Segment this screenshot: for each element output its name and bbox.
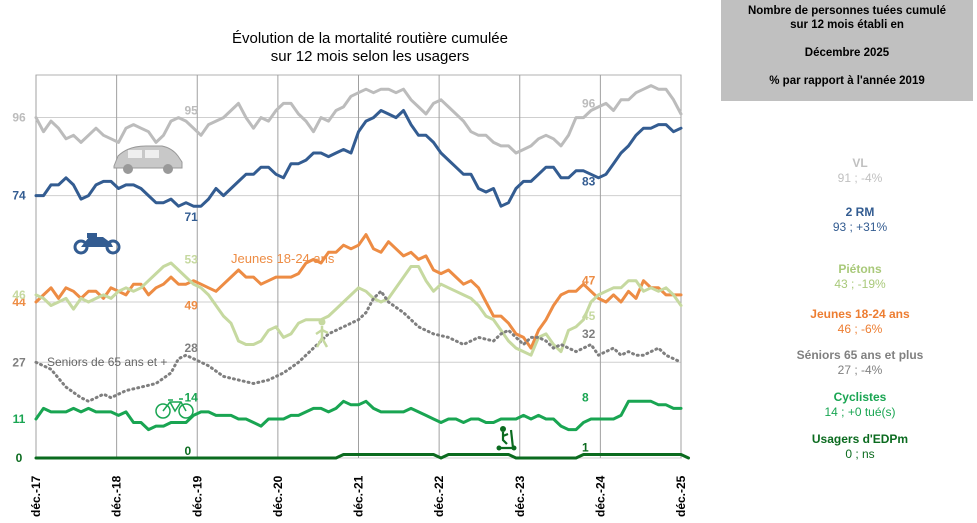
series-line-2-rm [34, 109, 683, 208]
x-tick-label: déc.-24 [593, 475, 607, 517]
series-line-s-niors-65-ans-et-plus [34, 289, 683, 403]
series-value-label: 32 [582, 327, 596, 341]
legend-jeunes: Jeunes 18-24 ans 46 ; -6% [760, 307, 960, 337]
series-line-vl [34, 84, 683, 155]
info-box-line-2: sur 12 mois établi en [790, 19, 904, 31]
legend-pietons-name: Piétons [838, 262, 882, 276]
series-line-usagers-d-edpm [34, 453, 690, 460]
x-tick-label: déc.-23 [513, 475, 527, 517]
series-value-label: 28 [185, 341, 199, 355]
legend-vl: VL 91 ; -4% [760, 156, 960, 186]
legend-pietons-value: 43 ; -19% [834, 277, 886, 291]
series-value-label: 0 [16, 451, 23, 465]
x-tick-label: déc.-17 [29, 475, 43, 517]
series-value-label: 14 [185, 391, 199, 405]
series-line-cyclistes [34, 399, 683, 432]
series-value-label: 44 [12, 295, 26, 309]
series-value-label: 11 [13, 412, 26, 426]
legend-pietons: Piétons 43 ; -19% [760, 262, 960, 292]
legend-cyclistes-name: Cyclistes [833, 390, 887, 404]
legend-2rm-value: 93 ; +31% [832, 220, 888, 234]
series-value-label: 96 [12, 111, 26, 125]
info-box-date: Décembre 2025 [804, 47, 890, 59]
legend-seniors-name: Séniors 65 ans et plus [796, 348, 924, 362]
legend-2rm: 2 RM 93 ; +31% [760, 205, 960, 235]
legend-seniors: Séniors 65 ans et plus 27 ; -4% [760, 348, 960, 378]
series-value-label: 8 [582, 391, 589, 405]
series-value-label: 96 [582, 96, 596, 110]
legend-edpm: Usagers d'EDPm 0 ; ns [760, 432, 960, 462]
series-value-label: 1 [582, 440, 589, 454]
scooter-icon [496, 426, 517, 451]
series-value-label: 0 [185, 444, 192, 458]
info-box-line-1: Nombre de personnes tuées cumulé [747, 5, 947, 17]
series-value-label: 71 [185, 210, 199, 224]
chart-title: Évolution de la mortalité routière cumul… [160, 30, 580, 66]
info-box-reference: % par rapport à l'année 2019 [769, 75, 925, 87]
info-box: Nombre de personnes tuées cumulé sur 12 … [721, 0, 973, 101]
annotation-seniors: Seniors de 65 ans et + [47, 355, 167, 369]
annotation-jeunes: Jeunes 18-24 ans [231, 251, 335, 266]
chart-title-line-1: Évolution de la mortalité routière cumul… [232, 30, 508, 47]
bicycle-icon [155, 398, 194, 419]
car-icon [113, 145, 183, 174]
legend-2rm-name: 2 RM [845, 205, 875, 219]
pedestrian-icon [315, 318, 329, 348]
series-value-label: 45 [582, 309, 596, 323]
series-value-label: 53 [185, 252, 199, 266]
x-tick-label: déc.-21 [352, 475, 366, 517]
series-value-label: 27 [12, 355, 26, 369]
series-value-label: 74 [12, 189, 26, 203]
series-value-label: 83 [582, 174, 596, 188]
legend-jeunes-value: 46 ; -6% [837, 322, 883, 336]
x-tick-label: déc.-25 [674, 475, 688, 517]
x-tick-label: déc.-19 [190, 475, 204, 517]
motorbike-icon [73, 233, 121, 255]
legend-cyclistes: Cyclistes 14 ; +0 tué(s) [760, 390, 960, 420]
series-value-label: 47 [582, 274, 596, 288]
series-line-jeunes-18-24-ans [34, 233, 683, 350]
x-tick-label: déc.-22 [432, 475, 446, 517]
series-line-pi-tons [34, 261, 683, 357]
legend-vl-value: 91 ; -4% [837, 171, 883, 185]
chart-title-line-2: sur 12 mois selon les usagers [270, 48, 470, 65]
legend-vl-name: VL [852, 156, 868, 170]
series-value-label: 95 [185, 103, 199, 117]
legend-edpm-value: 0 ; ns [845, 447, 875, 461]
legend-seniors-value: 27 ; -4% [837, 363, 883, 377]
series-value-label: 49 [185, 299, 199, 313]
series-value-label: 46 [12, 288, 26, 302]
legend-jeunes-name: Jeunes 18-24 ans [810, 307, 910, 321]
x-tick-label: déc.-18 [110, 475, 124, 517]
x-tick-label: déc.-20 [271, 475, 285, 517]
legend-cyclistes-value: 14 ; +0 tué(s) [824, 405, 896, 419]
legend-edpm-name: Usagers d'EDPm [811, 432, 909, 446]
